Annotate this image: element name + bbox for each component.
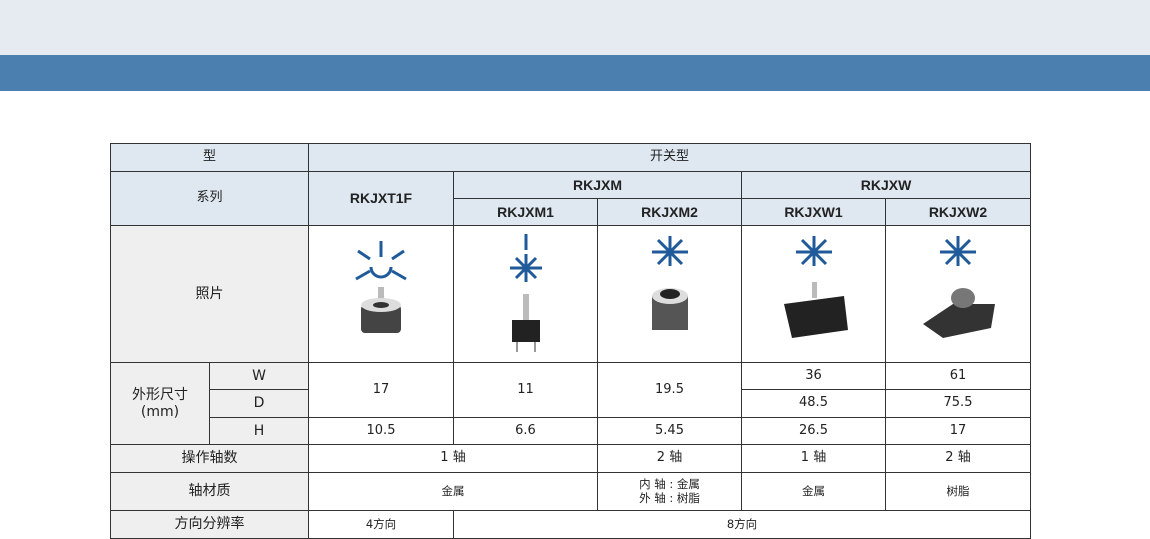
model-rkjxw1: RKJXW1: [741, 198, 886, 226]
photo-label: 照片: [110, 225, 309, 363]
dims-label-text: 外形尺寸: [132, 387, 188, 404]
resolution-others: 8方向: [453, 510, 1031, 539]
d-label: D: [209, 389, 309, 418]
material-rkjxw2: 树脂: [885, 472, 1031, 511]
h-label: H: [209, 417, 309, 445]
w-rkjxw1: 36: [741, 362, 886, 390]
d-rkjxw2: 75.5: [885, 389, 1031, 418]
material-inner: 内 轴 : 金属: [639, 477, 700, 492]
group-rkjxm: RKJXM: [453, 171, 742, 199]
axes-rkjxw2: 2 轴: [885, 444, 1031, 473]
photo-rkjxm1: [453, 225, 598, 363]
model-rkjxt1f: RKJXT1F: [308, 171, 454, 226]
8way-push-icon: [783, 236, 848, 338]
dims-unit: (mm): [140, 403, 180, 420]
w-rkjxm1: 11: [453, 362, 598, 418]
d-rkjxw1: 48.5: [741, 389, 886, 418]
8way-push-icon: [651, 236, 688, 330]
w-rkjxt1f: 17: [308, 362, 454, 418]
model-rkjxm1: RKJXM1: [453, 198, 598, 226]
spec-table: 型 开关型 系列 RKJXT1F RKJXM RKJXW RKJXM1 RKJX…: [110, 143, 1031, 539]
h-rkjxm1: 6.6: [453, 417, 598, 445]
h-rkjxw1: 26.5: [741, 417, 886, 445]
photo-rkjxm2: [597, 225, 742, 363]
rotate-push-4way-icon: [355, 241, 407, 333]
model-rkjxw2: RKJXW2: [885, 198, 1031, 226]
h-rkjxt1f: 10.5: [308, 417, 454, 445]
top-band: [0, 0, 1150, 55]
8way-push-icon: [923, 236, 995, 338]
w-label: W: [209, 362, 309, 390]
material-rkjxm2: 内 轴 : 金属外 轴 : 树脂: [597, 472, 742, 511]
h-rkjxw2: 17: [885, 417, 1031, 445]
photo-rkjxw1: [741, 225, 886, 363]
w-rkjxw2: 61: [885, 362, 1031, 390]
material-rkjxt1f-rkjxm1: 金属: [308, 472, 598, 511]
h-rkjxm2: 5.45: [597, 417, 742, 445]
photo-rkjxw2: [885, 225, 1031, 363]
resolution-label: 方向分辨率: [110, 510, 309, 539]
model-rkjxm2: RKJXM2: [597, 198, 742, 226]
material-outer: 外 轴 : 树脂: [639, 490, 700, 505]
axes-rkjxt1f-rkjxm1: 1 轴: [308, 444, 598, 473]
series-label: 系列: [110, 171, 309, 226]
axes-label: 操作轴数: [110, 444, 309, 473]
w-rkjxm2: 19.5: [597, 362, 742, 418]
group-rkjxw: RKJXW: [741, 171, 1031, 199]
type-value: 开关型: [308, 143, 1031, 172]
dims-label: 外形尺寸 (mm): [110, 362, 210, 445]
blue-header-bar: [0, 55, 1150, 91]
axes-rkjxw1: 1 轴: [741, 444, 886, 473]
push-8way-icon: [509, 234, 542, 352]
photo-rkjxt1f: [308, 225, 454, 363]
material-label: 轴材质: [110, 472, 309, 511]
axes-rkjxm2: 2 轴: [597, 444, 742, 473]
type-label: 型: [110, 143, 309, 172]
resolution-rkjxt1f: 4方向: [308, 510, 454, 539]
material-rkjxw1: 金属: [741, 472, 886, 511]
